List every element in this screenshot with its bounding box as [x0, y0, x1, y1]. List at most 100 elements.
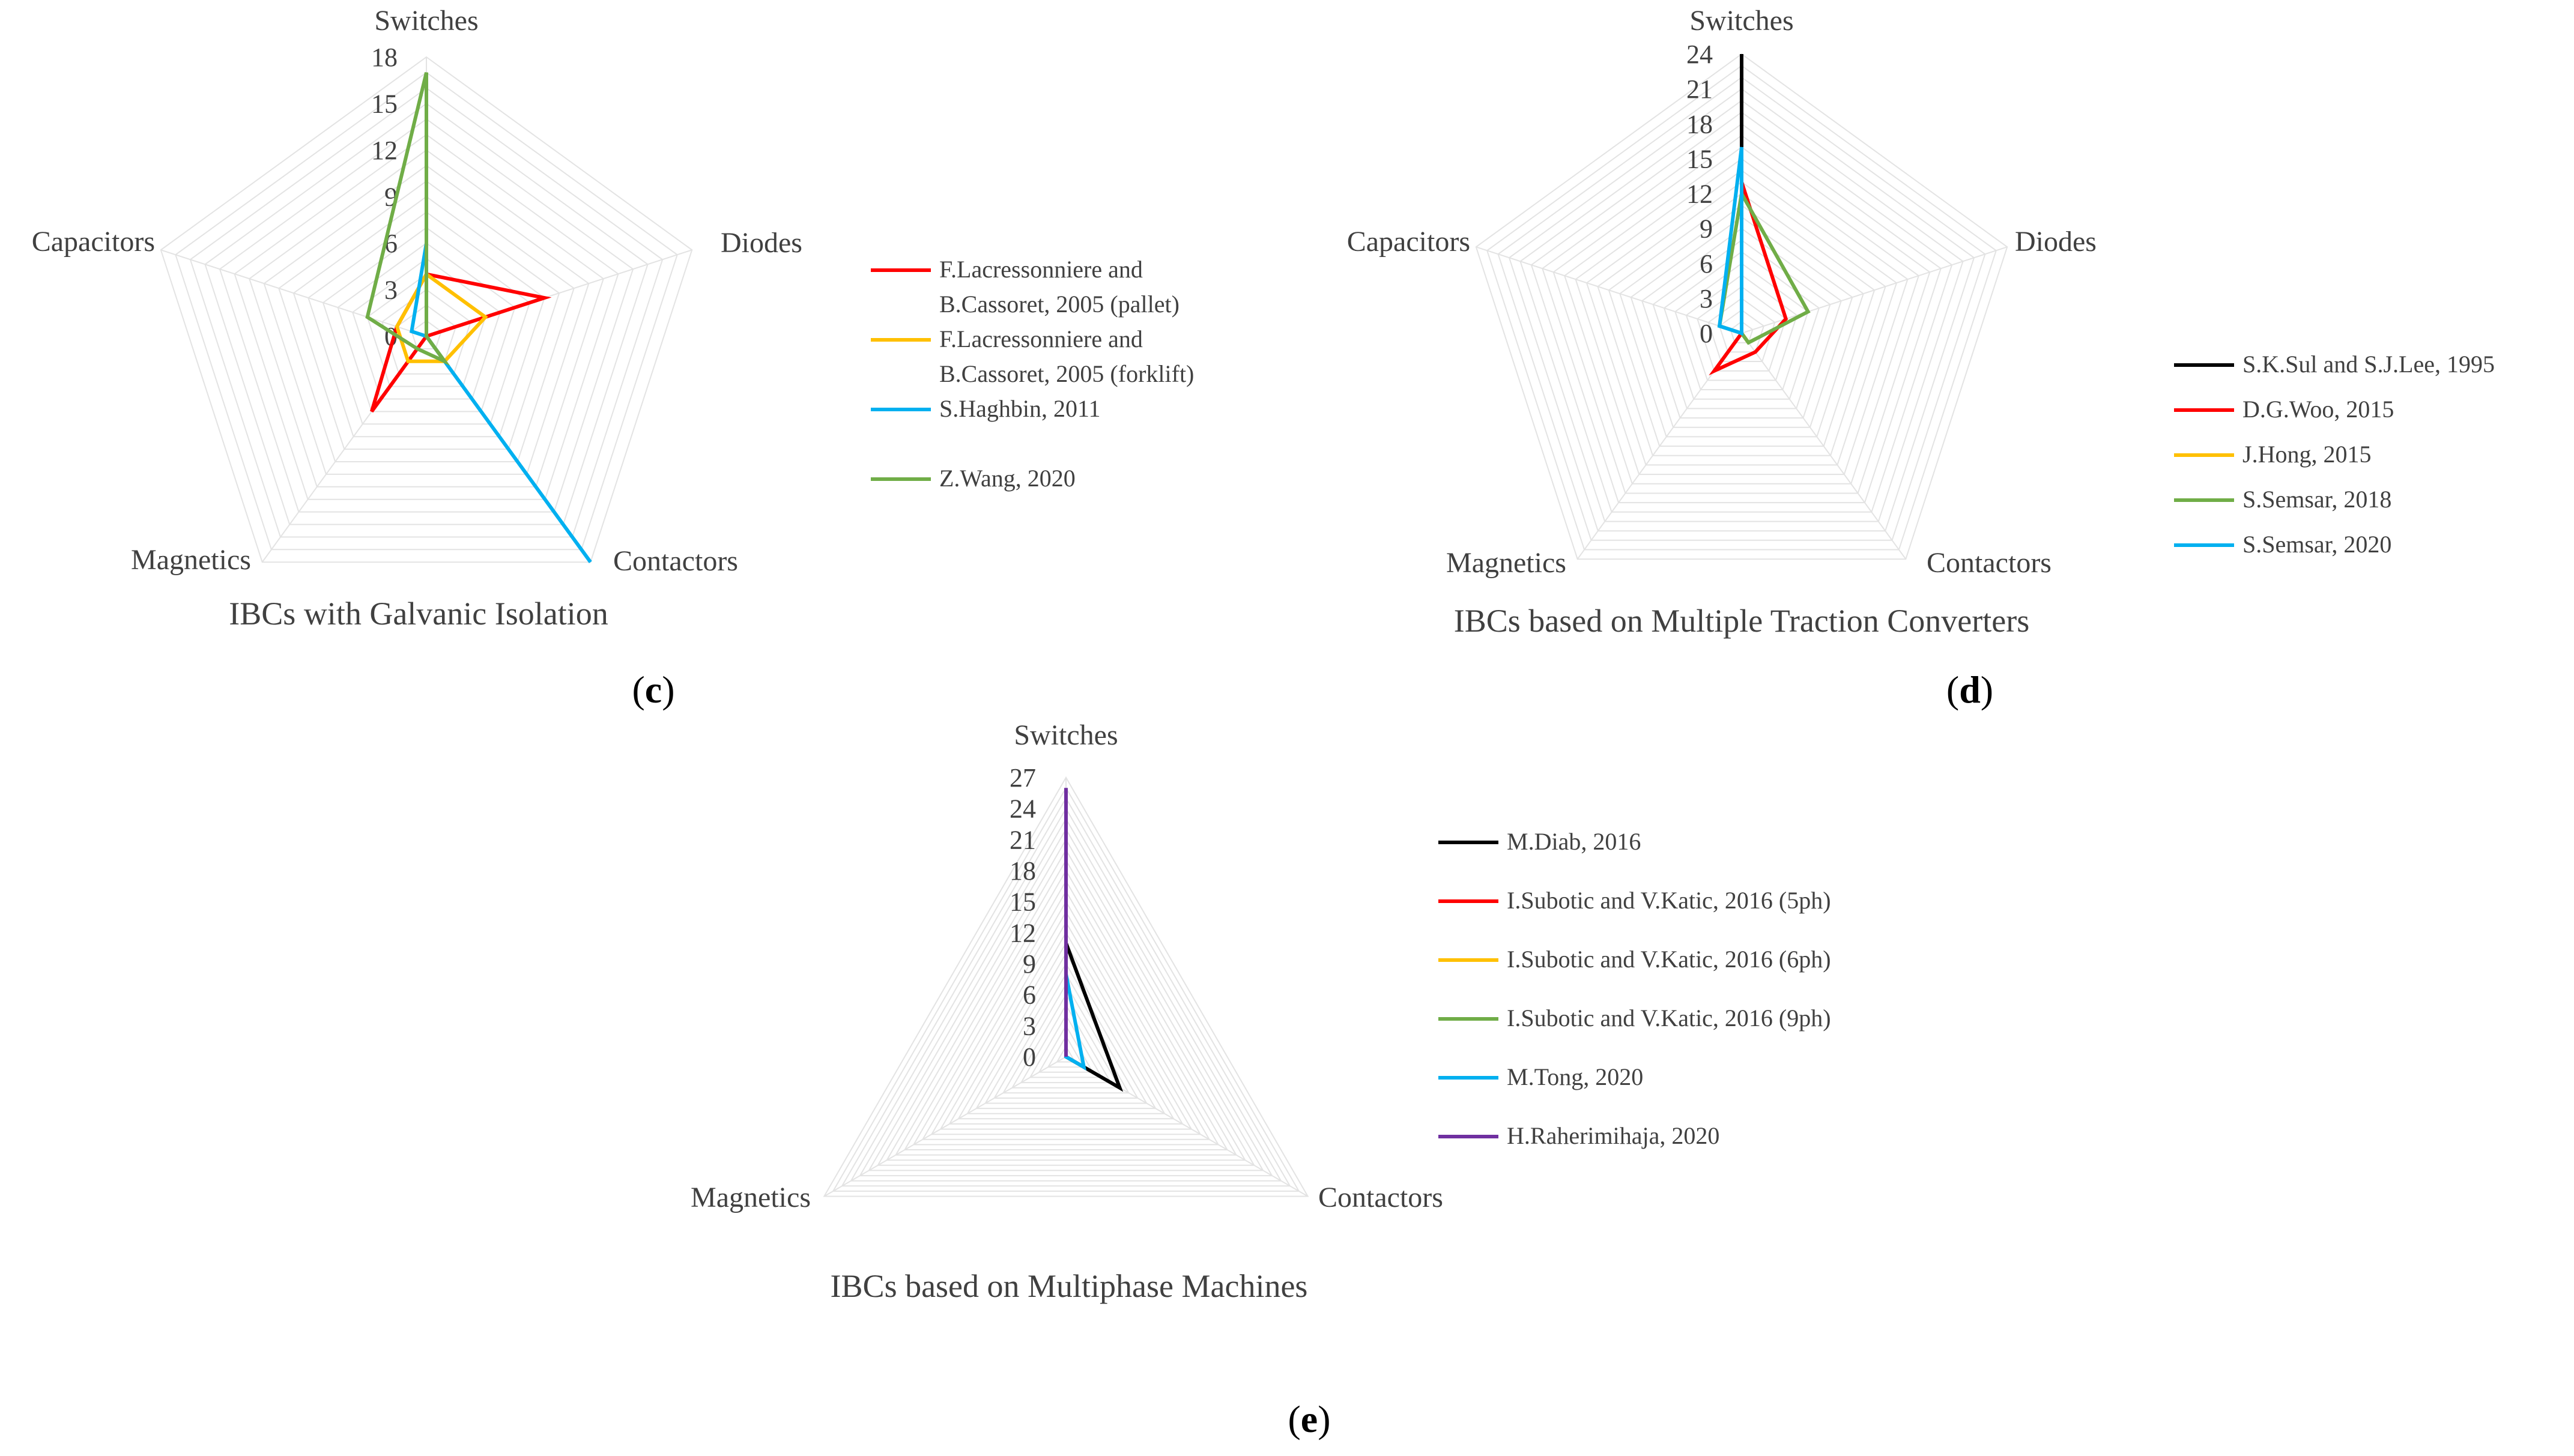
grid-ring: [1047, 1035, 1085, 1068]
grid-ring: [292, 196, 560, 450]
series-group: [1709, 54, 1811, 376]
tick-label: 6: [1023, 980, 1036, 1010]
panel-tag-close: ): [1318, 1398, 1330, 1440]
grid-ring: [850, 807, 1282, 1182]
axis-label: Capacitors: [1347, 226, 1470, 258]
grid-ring: [204, 103, 649, 525]
grid-ring: [160, 56, 693, 563]
legend-item: S.Semsar, 2020: [2174, 531, 2391, 558]
grid-ring: [1597, 181, 1886, 456]
axis-label: Capacitors: [32, 226, 155, 258]
grid-ring: [381, 289, 471, 375]
grid-ring: [1697, 286, 1787, 372]
axis-label: Diodes: [721, 227, 802, 259]
legend-label: M.Diab, 2016: [1507, 828, 1641, 855]
series-group: [1064, 788, 1124, 1092]
grid-ring: [912, 880, 1220, 1146]
panel-tag: (d): [1946, 668, 1993, 711]
axis-labels: Switches Contactors Magnetics: [691, 719, 1443, 1213]
legend-item: I.Subotic and V.Katic, 2016 (6ph): [1438, 946, 1831, 973]
tick-label: 3: [384, 276, 398, 305]
legend-label: S.Semsar, 2020: [2242, 531, 2391, 558]
grid-ring: [877, 838, 1255, 1166]
grid-ring: [1652, 239, 1831, 409]
axis-label: Magnetics: [1446, 547, 1566, 579]
grid-ring: [1641, 228, 1842, 419]
legend-item: D.G.Woo, 2015: [2174, 396, 2394, 423]
tick-label: 9: [1700, 214, 1713, 244]
grid-spoke: [823, 1056, 1067, 1197]
panel-tag-letter: c: [645, 668, 662, 711]
tick-label: 24: [1010, 794, 1036, 824]
tick-label: 12: [1010, 918, 1036, 947]
grid-ring: [1552, 134, 1931, 494]
grid-ring: [1608, 193, 1876, 447]
axis-label: Switches: [1689, 5, 1793, 37]
legend-label: B.Cassoret, 2005 (forklift): [939, 360, 1194, 387]
legend-item: I.Subotic and V.Katic, 2016 (5ph): [1438, 887, 1831, 914]
grid-ring: [1707, 297, 1776, 362]
tick-label: 12: [371, 136, 398, 165]
grid-ring: [1575, 158, 1909, 476]
radar-grid: [1475, 53, 2008, 560]
legend-item: J.Hong, 2015: [2174, 441, 2371, 468]
radar-chart-c: 0369121518SwitchesDiodesContactorsMagnet…: [32, 5, 1195, 711]
legend-item: S.Semsar, 2018: [2174, 486, 2391, 513]
legend-item: F.Lacressonniere and B.Cassoret, 2005 (pa…: [871, 256, 1179, 318]
grid-ring: [885, 848, 1247, 1161]
legend-label: Z.Wang, 2020: [939, 465, 1076, 492]
grid-ring: [1542, 123, 1942, 504]
tick-label: 24: [1686, 40, 1713, 69]
legend-label: I.Subotic and V.Katic, 2016 (9ph): [1507, 1004, 1831, 1032]
legend-label: D.G.Woo, 2015: [2242, 396, 2394, 423]
legend-label: I.Subotic and V.Katic, 2016 (5ph): [1507, 887, 1831, 914]
legend-label: F.Lacressonniere and: [939, 256, 1143, 283]
legend-item: S.K.Sul and S.J.Lee, 1995: [2174, 351, 2495, 378]
axis-label: Magnetics: [691, 1182, 811, 1213]
legend-item: F.Lacressonniere and B.Cassoret, 2005 (fo…: [871, 325, 1194, 387]
tick-label: 27: [1010, 763, 1036, 793]
axis-label: Contactors: [1318, 1182, 1443, 1213]
axis-label: Diodes: [2015, 226, 2097, 258]
grid-ring: [352, 258, 501, 400]
legend-label: S.Semsar, 2018: [2242, 486, 2391, 513]
grid-ring: [219, 118, 634, 513]
panel-tag: (c): [632, 668, 674, 711]
grid-ring: [1619, 204, 1864, 438]
series-group: [365, 72, 592, 563]
panel-tag-open: (: [632, 668, 644, 711]
grid-ring: [823, 776, 1309, 1197]
grid-ring: [1564, 146, 1919, 485]
panel-tag-close: ): [1981, 668, 1993, 711]
grid-ring: [1630, 216, 1853, 428]
chart-title: IBCs based on Multiple Traction Converte…: [1454, 603, 2029, 639]
radar-chart-d: 0 3 6 9 12 15 18 21 24 Switches Diodes Contactors Ma…: [1347, 5, 2495, 711]
grid-ring: [1663, 251, 1820, 400]
panel-tag-close: ): [662, 668, 674, 711]
legend-label: S.Haghbin, 2011: [939, 395, 1101, 422]
grid-ring: [411, 319, 442, 349]
tick-label: 18: [1010, 856, 1036, 886]
grid-ring: [1497, 76, 1986, 541]
grid-ring: [930, 900, 1202, 1135]
axis-labels: Switches Diodes Contactors Magnetics Capacit…: [1347, 5, 2097, 579]
legend-item: S.Haghbin, 2011: [871, 395, 1101, 422]
tick-label: 3: [1023, 1011, 1036, 1041]
tick-label: 0: [1023, 1042, 1036, 1072]
grid-ring: [249, 149, 604, 488]
legend-item: M.Diab, 2016: [1438, 828, 1641, 855]
legend-label: J.Hong, 2015: [2242, 441, 2371, 468]
grid-spoke: [1476, 246, 1742, 334]
grid-ring: [1011, 993, 1121, 1089]
series-line: [395, 271, 488, 363]
grid-ring: [948, 921, 1184, 1125]
legend: F.Lacressonniere and B.Cassoret, 2005 (pa…: [871, 256, 1194, 492]
legend: S.K.Sul and S.J.Lee, 1995 D.G.Woo, 2015 J.…: [2174, 351, 2495, 558]
axis-label: Switches: [374, 5, 478, 37]
grid-ring: [1029, 1014, 1103, 1078]
legend-item: I.Subotic and V.Katic, 2016 (9ph): [1438, 1004, 1831, 1032]
grid-ring: [832, 787, 1300, 1192]
tick-label: 15: [1010, 887, 1036, 917]
